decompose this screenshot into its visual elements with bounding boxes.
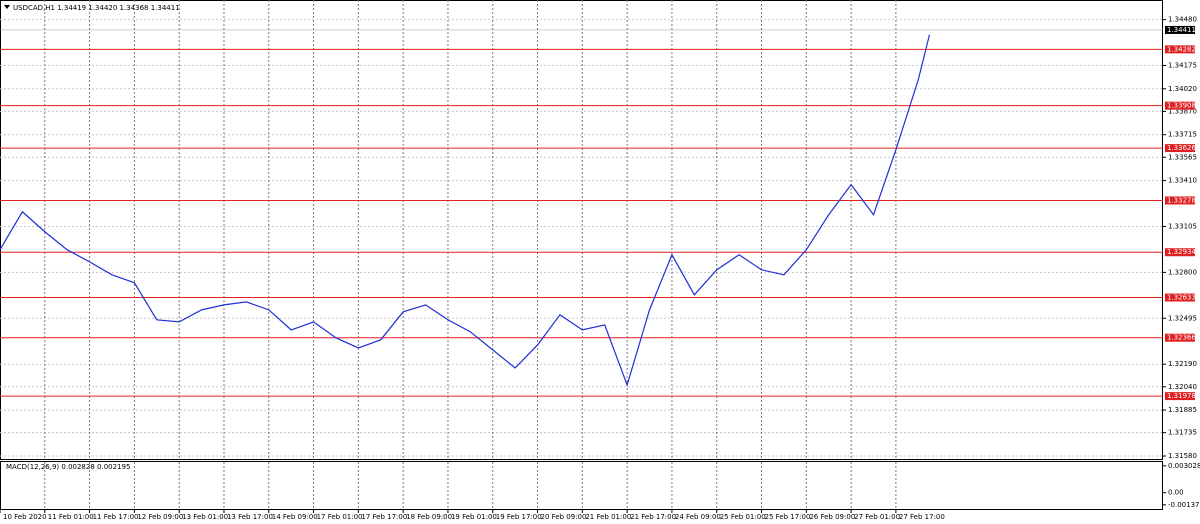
level-tag [1165,333,1195,342]
last-price-tag [1165,25,1195,34]
x-tick-label: 27 Feb 01:00 [854,513,900,521]
x-tick-label: 25 Feb 01:00 [720,513,766,521]
y-tick-label: 1.33565 [1168,153,1197,161]
level-tag [1165,392,1195,401]
x-tick-label: 12 Feb 09:00 [137,513,183,521]
level-tag [1165,248,1195,257]
x-tick-label: 21 Feb 17:00 [630,513,676,521]
y-tick-label: 1.32190 [1168,360,1197,368]
level-tag [1165,196,1195,205]
x-tick-label: 25 Feb 17:00 [765,513,811,521]
level-tag [1165,144,1195,153]
x-tick-label: 10 Feb 2020 [3,513,47,521]
x-tick-label: 11 Feb 17:00 [93,513,139,521]
symbol-header: USDCAD,H1 1.34419 1.34420 1.34368 1.3441… [13,4,180,12]
level-label: 1.32934 [1167,248,1196,256]
macd-tick-label: -0.00137 [1168,501,1199,509]
level-tag [1165,101,1195,110]
x-tick-label: 13 Feb 01:00 [182,513,228,521]
x-tick-label: 24 Feb 09:00 [675,513,721,521]
level-label: 1.33278 [1167,196,1196,204]
x-tick-label: 11 Feb 01:00 [48,513,94,521]
level-label: 1.33908 [1167,102,1196,110]
macd-label: MACD(12,26,9) 0.002828 0.002195 [6,463,130,471]
y-tick-label: 1.33715 [1168,131,1197,139]
level-label: 1.33626 [1167,144,1196,152]
y-tick-label: 1.34020 [1168,85,1197,93]
x-tick-label: 20 Feb 09:00 [541,513,587,521]
y-tick-label: 1.33870 [1168,107,1197,115]
y-tick-label: 1.32800 [1168,268,1197,276]
y-tick-label: 1.34175 [1168,61,1197,69]
x-tick-label: 13 Feb 17:00 [227,513,273,521]
level-label: 1.31978 [1167,392,1196,400]
main-frame [0,0,1163,460]
x-tick-label: 26 Feb 09:00 [809,513,855,521]
x-tick-label: 14 Feb 09:00 [272,513,318,521]
y-tick-label: 1.31735 [1168,429,1197,437]
last-price-label: 1.34411 [1167,26,1196,34]
x-tick-label: 18 Feb 09:00 [406,513,452,521]
y-tick-label: 1.31580 [1168,452,1197,460]
x-tick-label: 17 Feb 17:00 [361,513,407,521]
macd-tick-label: 0.003028 [1168,462,1200,470]
x-tick-label: 21 Feb 01:00 [585,513,631,521]
y-tick-label: 1.32495 [1168,314,1197,322]
level-label: 1.34282 [1167,45,1196,53]
x-tick-label: 19 Feb 01:00 [451,513,497,521]
menu-arrow[interactable] [4,5,10,9]
level-label: 1.32366 [1167,334,1196,342]
x-tick-label: 17 Feb 01:00 [317,513,363,521]
y-tick-label: 1.33410 [1168,177,1197,185]
y-tick-label: 1.31885 [1168,406,1197,414]
y-tick-label: 1.33105 [1168,222,1197,230]
level-tag [1165,45,1195,54]
level-tag [1165,293,1195,302]
y-tick-label: 1.34480 [1168,16,1197,24]
price-line [0,34,931,387]
macd-frame [0,461,1163,510]
macd-tick-label: 0.00 [1168,489,1184,497]
level-label: 1.32633 [1167,294,1196,302]
x-tick-label: 27 Feb 17:00 [899,513,945,521]
y-tick-label: 1.32040 [1168,383,1197,391]
x-tick-label: 19 Feb 17:00 [496,513,542,521]
